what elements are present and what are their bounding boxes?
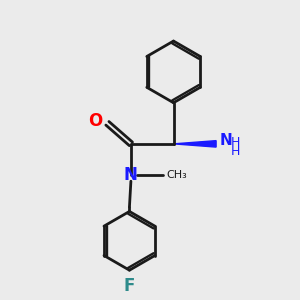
- Text: F: F: [124, 277, 135, 295]
- Text: H: H: [231, 136, 240, 149]
- Text: N: N: [124, 166, 138, 184]
- Text: CH₃: CH₃: [166, 170, 187, 180]
- Text: O: O: [88, 112, 102, 130]
- Polygon shape: [173, 141, 216, 147]
- Text: H: H: [231, 145, 240, 158]
- Text: N: N: [220, 133, 232, 148]
